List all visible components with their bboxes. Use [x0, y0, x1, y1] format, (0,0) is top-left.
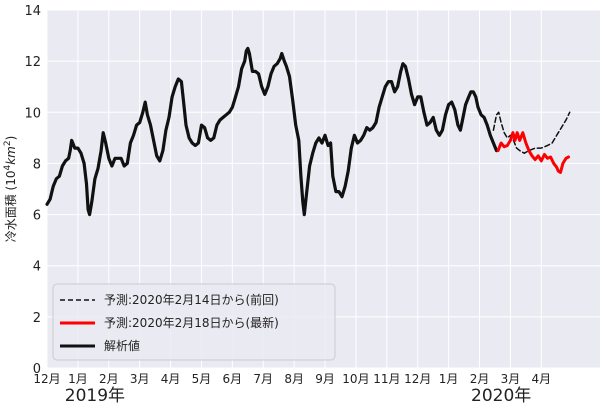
year-label: 2020年 — [471, 386, 531, 406]
series-lines — [45, 46, 571, 217]
legend: 予測:2020年2月14日から(前回) 予測:2020年2月18日から(最新) … — [52, 283, 336, 361]
x-tick-label: 6月 — [223, 372, 243, 386]
x-tick-label: 2月 — [99, 372, 119, 386]
x-tick-label: 11月 — [373, 372, 400, 386]
x-tick-label: 3月 — [130, 372, 150, 386]
x-tick-label: 2月 — [470, 372, 490, 386]
x-tick-label: 7月 — [253, 372, 273, 386]
analysis-line — [45, 46, 499, 217]
y-tick-label: 8 — [33, 157, 41, 172]
legend-label-analysis: 解析値 — [104, 338, 140, 353]
y-axis-label: 冷水面積 (104km2) — [3, 136, 18, 243]
x-tick-label: 8月 — [284, 372, 304, 386]
year-label: 2019年 — [65, 386, 125, 406]
latest-forecast-line — [496, 131, 570, 174]
x-tick-label: 4月 — [161, 372, 181, 386]
y-tick-label: 4 — [33, 260, 41, 275]
x-tick-label: 9月 — [315, 372, 335, 386]
x-tick-label: 1月 — [68, 372, 88, 386]
y-tick-label: 2 — [33, 311, 41, 326]
y-tick-label: 14 — [24, 4, 41, 19]
y-tick-label: 0 — [33, 362, 41, 377]
x-tick-label: 1月 — [439, 372, 459, 386]
legend-label-latest-forecast: 予測:2020年2月18日から(最新) — [104, 315, 279, 330]
legend-box — [52, 283, 336, 361]
x-tick-labels: 12月 1月 2月 3月 4月 5月 6月 7月 8月 9月 10月 11月 12月 1月 2月 3月 4月 — [33, 372, 551, 386]
y-tick-labels: 0 2 4 6 8 10 12 14 — [24, 4, 41, 377]
year-labels: 2019年 2020年 — [65, 386, 532, 406]
x-tick-label: 12月 — [33, 372, 60, 386]
x-tick-label: 12月 — [404, 372, 431, 386]
legend-label-previous-forecast: 予測:2020年2月14日から(前回) — [104, 292, 279, 307]
x-tick-label: 5月 — [192, 372, 212, 386]
x-tick-label: 4月 — [531, 372, 551, 386]
y-tick-label: 10 — [24, 106, 41, 121]
x-tick-label: 10月 — [342, 372, 369, 386]
y-tick-label: 12 — [24, 55, 41, 70]
x-tick-label: 3月 — [501, 372, 521, 386]
y-tick-label: 6 — [33, 209, 41, 224]
previous-forecast-line — [492, 111, 571, 154]
